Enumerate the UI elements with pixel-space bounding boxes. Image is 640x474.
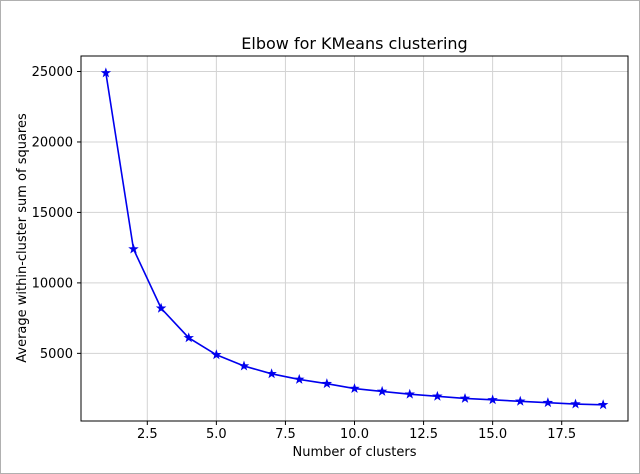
x-axis-label: Number of clusters: [292, 445, 417, 460]
x-tick-label: 15.0: [478, 427, 507, 442]
data-point-marker: [294, 373, 305, 384]
x-tick-label: 10.0: [340, 427, 369, 442]
data-point-marker: [183, 332, 194, 343]
data-point-marker: [542, 397, 554, 408]
y-tick-label: 25000: [32, 65, 73, 80]
data-point-marker: [238, 360, 250, 371]
data-point-marker: [487, 394, 498, 405]
data-point-marker: [349, 383, 360, 394]
x-tick-label: 5.0: [206, 427, 227, 442]
data-point-marker: [128, 243, 139, 254]
data-point-marker: [570, 398, 581, 409]
data-point-marker: [432, 390, 443, 401]
x-tick-label: 17.5: [547, 427, 576, 442]
y-tick-label: 20000: [32, 135, 73, 150]
x-tick-label: 2.5: [137, 427, 158, 442]
data-point-marker: [597, 399, 609, 410]
data-point-marker: [100, 67, 112, 78]
x-tick-label: 7.5: [275, 427, 296, 442]
data-point-marker: [459, 392, 471, 403]
data-point-marker: [515, 395, 526, 406]
y-tick-label: 15000: [32, 206, 73, 221]
data-point-marker: [266, 368, 277, 379]
data-point-marker: [155, 302, 167, 313]
y-tick-label: 10000: [32, 276, 73, 291]
x-tick-label: 12.5: [409, 427, 438, 442]
data-point-marker: [404, 388, 415, 399]
data-point-marker: [376, 385, 388, 396]
chart-title: Elbow for KMeans clustering: [241, 34, 468, 53]
data-point-marker: [211, 349, 222, 360]
data-point-marker: [321, 378, 333, 389]
y-tick-label: 5000: [40, 347, 73, 362]
